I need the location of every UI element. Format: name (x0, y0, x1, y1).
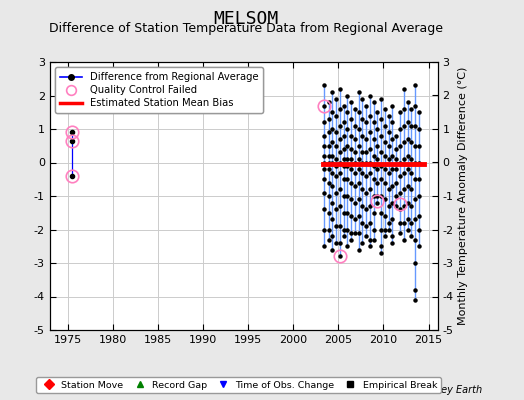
Text: Difference of Station Temperature Data from Regional Average: Difference of Station Temperature Data f… (49, 22, 443, 35)
Legend: Station Move, Record Gap, Time of Obs. Change, Empirical Break: Station Move, Record Gap, Time of Obs. C… (36, 377, 441, 393)
Legend: Difference from Regional Average, Quality Control Failed, Estimated Station Mean: Difference from Regional Average, Qualit… (55, 67, 264, 113)
Text: MELSOM: MELSOM (214, 10, 279, 28)
Y-axis label: Monthly Temperature Anomaly Difference (°C): Monthly Temperature Anomaly Difference (… (457, 67, 468, 325)
Text: Berkeley Earth: Berkeley Earth (410, 385, 482, 395)
